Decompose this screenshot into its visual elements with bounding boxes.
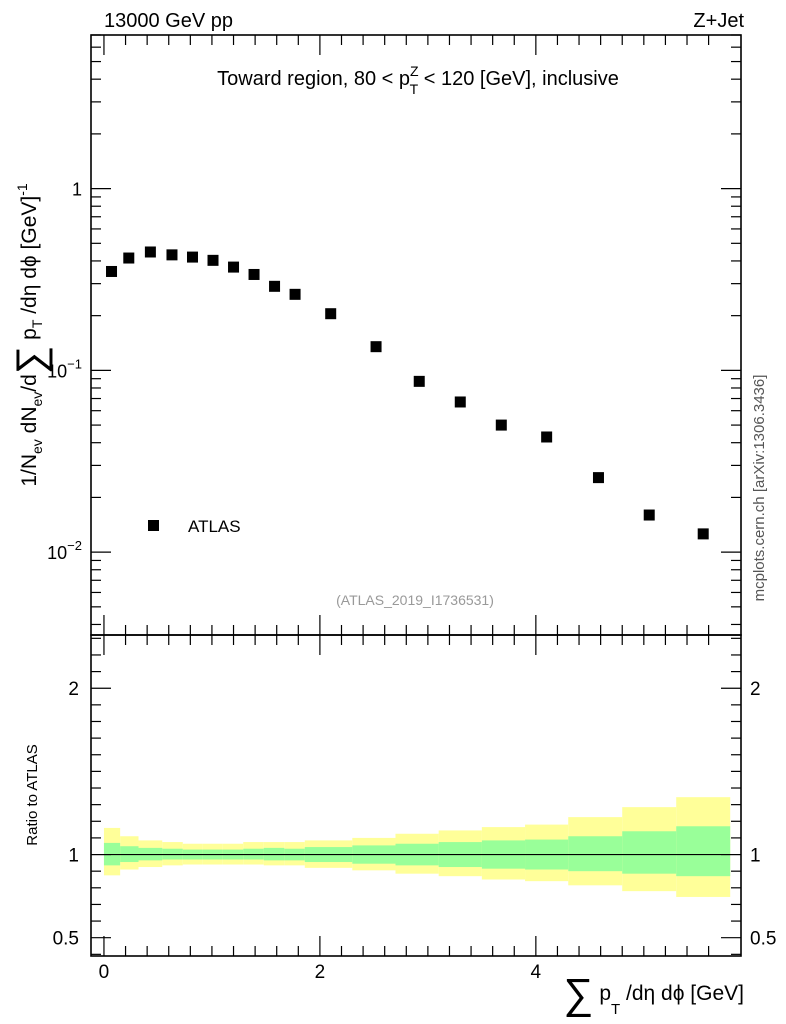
green-band-bin [622, 831, 677, 874]
ratio-y-tick-label-left: 0.5 [53, 929, 79, 950]
ratio-y-tick-label-right: 0.5 [750, 929, 776, 950]
y-tick-label: 10−1 [47, 356, 82, 381]
ratio-panel: 2 2 1 1 0.5 0.5 0 2 4 [53, 634, 777, 983]
data-point [454, 396, 466, 408]
data-point [228, 261, 240, 273]
x-tick-label: 0 [99, 962, 110, 983]
data-point [697, 528, 709, 540]
ratio-y-tick-label-left: 2 [68, 679, 79, 700]
ratio-uncertainty-bands [103, 797, 731, 897]
data-point [325, 308, 337, 320]
data-point [289, 288, 301, 300]
plot-title: Toward region, 80 < pZ T < 120 [GeV], inc… [217, 63, 619, 97]
data-point [541, 431, 553, 443]
ratio-y-axis-label: Ratio to ATLAS [24, 744, 41, 845]
legend-label: ATLAS [188, 517, 241, 536]
ratio-axis-ticks [91, 635, 741, 956]
data-point [186, 251, 198, 263]
data-point [144, 246, 156, 258]
header-process-label: Z+Jet [693, 10, 744, 32]
data-point [269, 280, 281, 292]
data-point [123, 252, 135, 264]
x-tick-label: 4 [531, 962, 542, 983]
green-band-bin [676, 826, 731, 877]
main-panel: 1 10−1 10−2 Toward region, 80 < pZ T < 120 … [47, 34, 742, 636]
ratio-y-tick-label-right: 2 [750, 679, 761, 700]
ratio-plot-frame [90, 634, 742, 957]
main-axis-ticks [91, 34, 741, 635]
data-point [370, 341, 382, 353]
data-point [207, 254, 219, 266]
data-point [166, 249, 178, 261]
data-point [643, 509, 655, 521]
x-tick-labels: 0 2 4 [99, 962, 542, 983]
ratio-y-tick-labels: 2 2 1 1 0.5 0.5 [53, 679, 777, 949]
y-tick-label: 10−2 [47, 538, 82, 563]
data-point [248, 268, 260, 280]
data-points [106, 246, 709, 540]
analysis-label: (ATLAS_2019_I1736531) [336, 592, 494, 608]
green-band-bin [568, 836, 623, 872]
legend-marker [148, 520, 159, 531]
header-energy-label: 13000 GeV pp [104, 10, 233, 32]
source-watermark: mcplots.cern.ch [arXiv:1306.3436] [751, 375, 768, 602]
main-y-tick-labels: 1 10−1 10−2 [47, 180, 82, 564]
y-tick-label: 1 [72, 180, 82, 200]
x-tick-label: 2 [315, 962, 326, 983]
y-axis-label: 1/Nev dNev/d∑ pT /dη dϕ [GeV]-1 [9, 183, 53, 487]
data-point [106, 265, 118, 277]
data-point [495, 419, 507, 431]
data-point [592, 472, 604, 484]
ratio-y-tick-label-right: 1 [750, 846, 761, 867]
ratio-y-tick-label-left: 1 [68, 846, 79, 867]
main-plot-frame [90, 34, 742, 636]
x-axis-label: ∑ pT /dη dϕ [GeV] [564, 970, 744, 1018]
data-point [413, 375, 425, 387]
